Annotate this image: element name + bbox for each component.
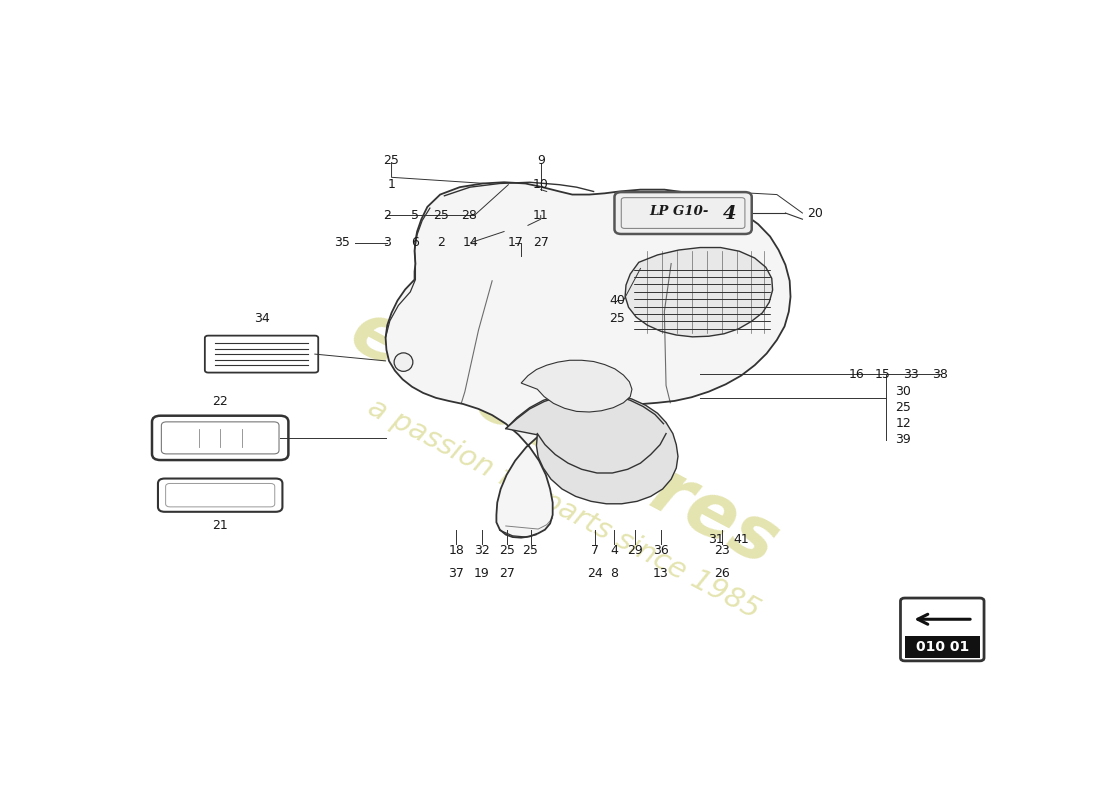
Text: a passion for parts since 1985: a passion for parts since 1985 [363, 393, 764, 624]
Text: 14: 14 [463, 236, 478, 249]
Text: 7: 7 [592, 544, 600, 557]
FancyBboxPatch shape [901, 598, 984, 661]
Text: 25: 25 [433, 209, 449, 222]
Text: 31: 31 [707, 533, 724, 546]
Text: 27: 27 [498, 567, 515, 580]
Text: 21: 21 [212, 519, 228, 532]
Text: 2: 2 [383, 209, 392, 222]
Text: 27: 27 [532, 236, 549, 249]
Text: 1: 1 [387, 178, 396, 191]
Text: 3: 3 [383, 236, 392, 249]
Text: 33: 33 [903, 368, 918, 381]
FancyBboxPatch shape [158, 478, 283, 512]
Text: 25: 25 [384, 154, 399, 167]
FancyBboxPatch shape [152, 416, 288, 460]
Text: 15: 15 [874, 368, 891, 381]
Text: 12: 12 [895, 418, 911, 430]
Text: 24: 24 [587, 567, 603, 580]
Text: 010 01: 010 01 [915, 640, 969, 654]
Text: 22: 22 [212, 395, 228, 408]
Text: 28: 28 [461, 209, 477, 222]
Ellipse shape [394, 353, 412, 371]
Text: 35: 35 [334, 236, 350, 249]
Text: 36: 36 [653, 544, 669, 557]
Text: 32: 32 [474, 544, 490, 557]
Text: 20: 20 [807, 206, 823, 219]
Text: 5: 5 [411, 209, 419, 222]
Polygon shape [506, 390, 678, 504]
Text: 39: 39 [895, 434, 911, 446]
Text: 18: 18 [449, 544, 464, 557]
Text: 4: 4 [610, 544, 618, 557]
Polygon shape [386, 182, 791, 538]
Text: 25: 25 [522, 544, 538, 557]
Text: 23: 23 [714, 544, 730, 557]
FancyBboxPatch shape [615, 192, 751, 234]
Text: 17: 17 [507, 236, 524, 249]
Text: 40: 40 [609, 294, 626, 307]
Text: 37: 37 [449, 567, 464, 580]
Text: 25: 25 [895, 401, 911, 414]
Text: 29: 29 [627, 544, 644, 557]
Text: 10: 10 [532, 178, 549, 191]
Text: 25: 25 [609, 313, 626, 326]
Text: 4: 4 [723, 206, 737, 223]
Text: LP G10-: LP G10- [649, 205, 708, 218]
Text: 26: 26 [714, 567, 730, 580]
Text: 25: 25 [498, 544, 515, 557]
Text: 38: 38 [932, 368, 947, 381]
Polygon shape [625, 247, 772, 337]
Text: 16: 16 [848, 368, 864, 381]
Text: 41: 41 [734, 533, 749, 546]
Text: 34: 34 [254, 311, 270, 325]
Text: 2: 2 [437, 236, 444, 249]
Text: 30: 30 [895, 385, 911, 398]
Text: 6: 6 [411, 236, 419, 249]
Text: 8: 8 [610, 567, 618, 580]
FancyBboxPatch shape [205, 336, 318, 373]
Text: 19: 19 [474, 567, 490, 580]
Polygon shape [521, 360, 631, 412]
Text: 11: 11 [532, 209, 549, 222]
Bar [904, 636, 980, 658]
Text: 13: 13 [653, 567, 669, 580]
Text: eurospares: eurospares [338, 294, 790, 582]
Text: 9: 9 [537, 154, 544, 167]
